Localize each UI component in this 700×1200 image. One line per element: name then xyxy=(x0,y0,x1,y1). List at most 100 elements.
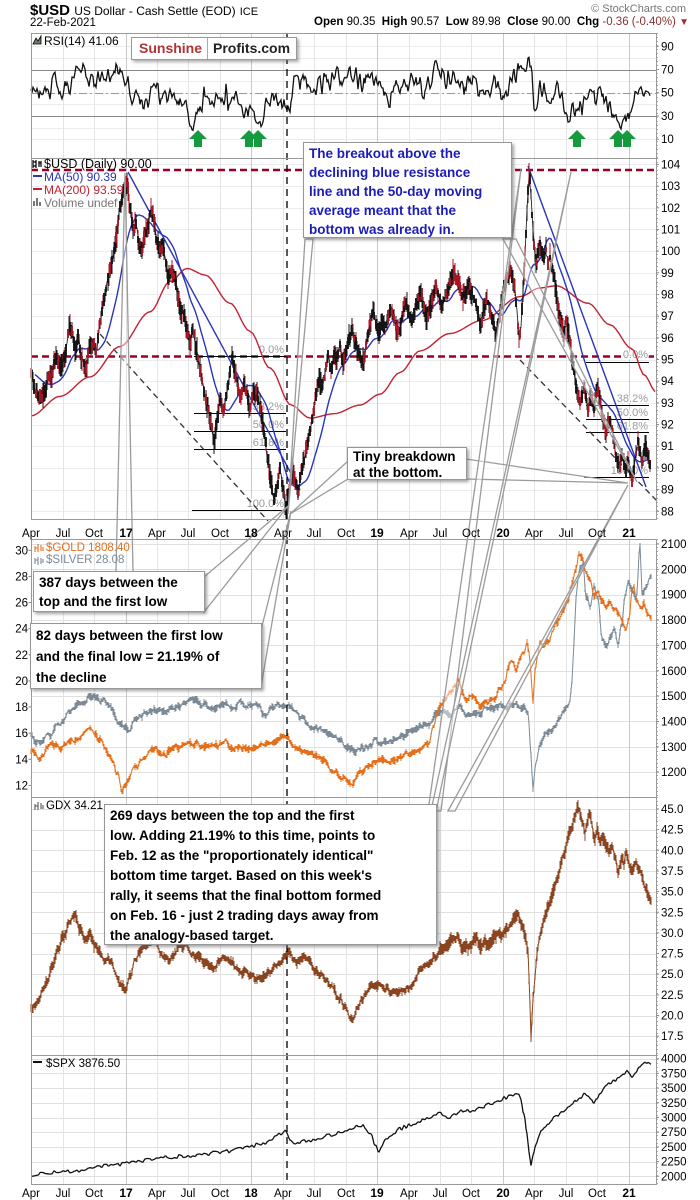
svg-text:14: 14 xyxy=(15,754,28,766)
svg-text:Apr: Apr xyxy=(525,528,543,540)
svg-text:17: 17 xyxy=(119,526,133,540)
svg-text:Apr: Apr xyxy=(400,1188,418,1200)
svg-text:Oct: Oct xyxy=(462,528,481,540)
svg-text:40.0: 40.0 xyxy=(661,845,683,857)
svg-text:90: 90 xyxy=(661,41,674,53)
svg-text:Oct: Oct xyxy=(337,1188,356,1200)
svg-text:45.0: 45.0 xyxy=(661,804,683,816)
svg-text:21: 21 xyxy=(622,526,636,540)
svg-text:20: 20 xyxy=(496,526,510,540)
svg-text:$SILVER 28.08: $SILVER 28.08 xyxy=(46,554,124,566)
svg-text:50: 50 xyxy=(661,88,674,100)
svg-text:Apr: Apr xyxy=(274,528,292,540)
svg-text:89: 89 xyxy=(661,485,674,497)
svg-text:70: 70 xyxy=(661,65,674,77)
svg-text:1500: 1500 xyxy=(661,691,687,703)
svg-text:91: 91 xyxy=(661,441,674,453)
svg-text:1200: 1200 xyxy=(661,767,687,779)
svg-text:94: 94 xyxy=(661,376,674,388)
svg-text:Oct: Oct xyxy=(462,1188,481,1200)
svg-text:20: 20 xyxy=(15,676,28,688)
svg-text:$USD (Daily) 90.00: $USD (Daily) 90.00 xyxy=(44,157,152,171)
svg-text:RSI(14) 41.06: RSI(14) 41.06 xyxy=(44,34,119,48)
svg-text:Apr: Apr xyxy=(148,528,166,540)
svg-text:26: 26 xyxy=(15,598,28,610)
svg-text:50.0%: 50.0% xyxy=(617,407,648,419)
svg-text:50.0%: 50.0% xyxy=(253,419,284,431)
svg-text:2100: 2100 xyxy=(661,539,687,551)
svg-text:28: 28 xyxy=(15,571,28,583)
svg-text:22.5: 22.5 xyxy=(661,990,683,1002)
svg-text:Apr: Apr xyxy=(274,1188,292,1200)
svg-text:GDX 34.21: GDX 34.21 xyxy=(46,800,103,812)
svg-text:2500: 2500 xyxy=(661,1142,687,1154)
svg-text:93: 93 xyxy=(661,398,674,410)
svg-text:92: 92 xyxy=(661,420,674,432)
svg-text:20: 20 xyxy=(496,1186,510,1200)
svg-text:Jul: Jul xyxy=(181,1188,196,1200)
svg-text:25.0: 25.0 xyxy=(661,969,683,981)
svg-text:Oct: Oct xyxy=(337,528,356,540)
svg-text:21: 21 xyxy=(622,1186,636,1200)
svg-text:100: 100 xyxy=(661,246,680,258)
svg-text:Apr: Apr xyxy=(22,528,40,540)
svg-text:Jul: Jul xyxy=(307,528,322,540)
svg-text:Oct: Oct xyxy=(211,1188,230,1200)
svg-text:32.5: 32.5 xyxy=(661,907,683,919)
svg-text:99: 99 xyxy=(661,268,674,280)
svg-text:Jul: Jul xyxy=(433,1188,448,1200)
svg-text:20.0: 20.0 xyxy=(661,1011,683,1023)
svg-text:Oct: Oct xyxy=(588,1188,607,1200)
svg-text:Jul: Jul xyxy=(56,528,71,540)
svg-text:Jul: Jul xyxy=(559,528,574,540)
svg-text:Oct: Oct xyxy=(85,1188,104,1200)
svg-text:18: 18 xyxy=(15,702,28,714)
svg-text:1800: 1800 xyxy=(661,615,687,627)
svg-text:Apr: Apr xyxy=(400,528,418,540)
svg-text:3000: 3000 xyxy=(661,1113,687,1125)
svg-text:98: 98 xyxy=(661,289,674,301)
svg-text:61.8%: 61.8% xyxy=(253,437,284,449)
svg-text:37.5: 37.5 xyxy=(661,866,683,878)
svg-text:Jul: Jul xyxy=(56,1188,71,1200)
svg-text:27.5: 27.5 xyxy=(661,949,683,961)
svg-text:Jul: Jul xyxy=(307,1188,322,1200)
svg-text:MA(50) 90.39: MA(50) 90.39 xyxy=(44,170,117,184)
svg-text:103: 103 xyxy=(661,181,680,193)
svg-text:Apr: Apr xyxy=(525,1188,543,1200)
svg-text:104: 104 xyxy=(661,159,681,171)
svg-text:Oct: Oct xyxy=(588,528,607,540)
svg-text:24: 24 xyxy=(15,624,28,636)
svg-text:35.0: 35.0 xyxy=(661,887,683,899)
svg-text:18: 18 xyxy=(244,526,258,540)
svg-text:97: 97 xyxy=(661,311,674,323)
svg-text:1400: 1400 xyxy=(661,716,687,728)
svg-text:Oct: Oct xyxy=(85,528,104,540)
svg-text:42.5: 42.5 xyxy=(661,825,683,837)
svg-text:101: 101 xyxy=(661,224,680,236)
svg-text:$SPX 3876.50: $SPX 3876.50 xyxy=(46,1058,120,1070)
svg-text:22: 22 xyxy=(15,650,28,662)
svg-text:95: 95 xyxy=(661,355,674,367)
svg-text:96: 96 xyxy=(661,333,674,345)
svg-text:2750: 2750 xyxy=(661,1127,687,1139)
svg-text:$GOLD 1808.40: $GOLD 1808.40 xyxy=(46,542,130,554)
svg-text:10: 10 xyxy=(661,134,674,146)
svg-text:30.0: 30.0 xyxy=(661,928,683,940)
svg-text:1700: 1700 xyxy=(661,640,687,652)
svg-text:Apr: Apr xyxy=(148,1188,166,1200)
svg-text:17.5: 17.5 xyxy=(661,1031,683,1043)
svg-text:30: 30 xyxy=(661,111,674,123)
svg-text:Volume undef: Volume undef xyxy=(44,196,118,210)
svg-text:1900: 1900 xyxy=(661,590,687,602)
svg-text:Jul: Jul xyxy=(433,528,448,540)
svg-text:MA(200) 93.59: MA(200) 93.59 xyxy=(44,183,124,197)
svg-text:0.0%: 0.0% xyxy=(259,344,284,356)
svg-text:3500: 3500 xyxy=(661,1083,687,1095)
svg-text:Jul: Jul xyxy=(181,528,196,540)
svg-text:38.2%: 38.2% xyxy=(617,393,648,405)
svg-text:2000: 2000 xyxy=(661,1171,687,1183)
svg-text:2250: 2250 xyxy=(661,1157,687,1169)
svg-text:Apr: Apr xyxy=(22,1188,40,1200)
svg-text:3750: 3750 xyxy=(661,1068,687,1080)
